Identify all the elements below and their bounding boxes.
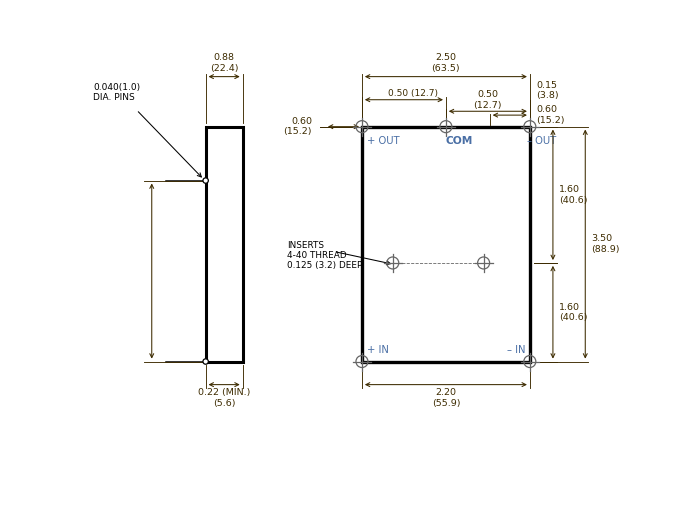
Text: 0.040(1.0)
DIA. PINS: 0.040(1.0) DIA. PINS	[93, 83, 140, 102]
Text: 0.15
(3.8): 0.15 (3.8)	[536, 81, 559, 100]
Text: + IN: + IN	[366, 345, 389, 355]
Text: 2.20
(55.9): 2.20 (55.9)	[432, 389, 460, 408]
Text: – OUT: – OUT	[527, 136, 556, 146]
Text: INSERTS
4-40 THREAD
0.125 (3.2) DEEP: INSERTS 4-40 THREAD 0.125 (3.2) DEEP	[287, 241, 363, 270]
Text: 0.60
(15.2): 0.60 (15.2)	[536, 106, 564, 125]
Circle shape	[203, 359, 208, 364]
Text: 1.60
(40.6): 1.60 (40.6)	[559, 302, 587, 322]
Text: COM: COM	[445, 136, 473, 146]
Bar	[206, 127, 243, 361]
Bar	[362, 127, 530, 361]
Text: 0.22 (MIN.)
(5.6): 0.22 (MIN.) (5.6)	[198, 389, 250, 408]
Text: 0.88
(22.4): 0.88 (22.4)	[210, 53, 238, 73]
Text: + OUT: + OUT	[366, 136, 399, 146]
Circle shape	[203, 178, 208, 183]
Text: 0.50 (12.7): 0.50 (12.7)	[389, 89, 438, 98]
Text: 0.50
(12.7): 0.50 (12.7)	[473, 90, 502, 110]
Text: 2.50
(63.5): 2.50 (63.5)	[432, 53, 460, 73]
Text: – IN: – IN	[507, 345, 525, 355]
Text: 1.60
(40.6): 1.60 (40.6)	[559, 185, 587, 204]
Text: 0.60
(15.2): 0.60 (15.2)	[284, 117, 312, 137]
Text: 3.50
(88.9): 3.50 (88.9)	[591, 234, 620, 254]
